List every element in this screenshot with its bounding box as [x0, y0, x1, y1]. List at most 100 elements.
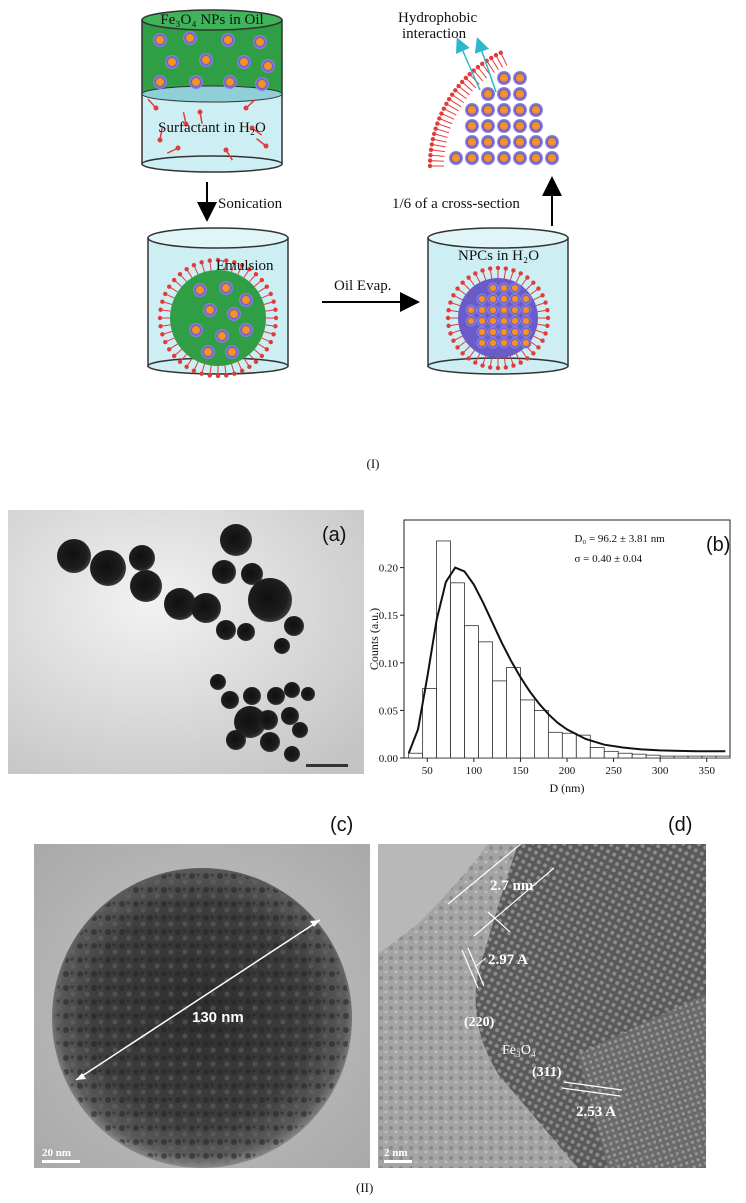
- y-tick-label: 0.10: [379, 658, 399, 670]
- cluster-nanoparticle: [497, 87, 511, 101]
- d220-spacing-label: 2.97 A: [488, 952, 528, 968]
- cluster-nanoparticle: [529, 151, 543, 165]
- nanoparticle: [189, 323, 203, 337]
- cluster-nanoparticle: [513, 103, 527, 117]
- cluster-nanoparticle: [497, 135, 511, 149]
- surfactant-head: [247, 267, 252, 272]
- panel-c-label: (c): [330, 814, 354, 836]
- diameter-label: 130 nm: [192, 1009, 244, 1026]
- y-tick-label: 0.15: [379, 610, 399, 622]
- surfactant-head: [160, 332, 165, 337]
- cluster-nanoparticle: [465, 103, 479, 117]
- nanoparticle: [498, 304, 510, 316]
- surfactant-head: [439, 111, 444, 116]
- surfactant-tail: [430, 149, 445, 153]
- x-axis-label: D (nm): [550, 781, 585, 795]
- surfactant-tail: [439, 118, 453, 125]
- sonication-label: Sonication: [218, 196, 283, 212]
- fit-annotation: σ = 0.40 ± 0.04: [574, 553, 642, 565]
- nanocluster: [284, 616, 304, 636]
- histogram-bar: [450, 582, 465, 759]
- histogram-bar: [436, 540, 451, 759]
- nanoparticle: [509, 337, 521, 349]
- surfactant-head: [480, 61, 485, 67]
- surfactant-head: [273, 307, 278, 312]
- histogram-bar: [687, 755, 703, 759]
- surfactant-head: [263, 143, 269, 149]
- surfactant-head: [467, 71, 472, 77]
- surfactant-head: [543, 331, 548, 336]
- surfactant-head: [460, 280, 465, 285]
- surfactant-head: [473, 271, 478, 276]
- nanoparticle: [183, 31, 197, 45]
- cluster-nanoparticle: [497, 151, 511, 165]
- surfactant-head: [157, 137, 163, 143]
- y-tick-label: 0.00: [379, 753, 399, 765]
- nanoparticle: [520, 304, 532, 316]
- cluster-nanoparticle: [481, 103, 495, 117]
- surfactant-head: [428, 147, 434, 153]
- surfactant-tail: [454, 89, 467, 100]
- nanoparticle: [239, 293, 253, 307]
- nanocluster: [164, 588, 196, 620]
- surfactant-head: [253, 359, 259, 365]
- surfactant-head: [444, 101, 449, 107]
- nanoparticle: [476, 304, 488, 316]
- nanoparticle: [203, 303, 217, 317]
- nanocluster: [130, 570, 162, 602]
- y-tick-label: 0.20: [379, 563, 399, 575]
- surfactant-head: [158, 324, 163, 329]
- surfactant-tail: [431, 143, 446, 148]
- nanocluster: [258, 710, 278, 730]
- beaker-emulsion: Emulsion: [147, 227, 289, 379]
- nanoparticle: [520, 293, 532, 305]
- cluster-nanoparticle: [465, 151, 479, 165]
- hydrophobic-label: Hydrophobic: [398, 10, 477, 26]
- hrtem-image-d: 2.7 nm 2.97 A (220) Fe₃O₄ (311) 2.53 A 2…: [378, 844, 706, 1168]
- surfactant-tail: [441, 113, 455, 120]
- surfactant-head: [435, 121, 440, 126]
- surfactant-head: [264, 347, 269, 352]
- surfactant-head: [191, 263, 197, 268]
- cluster-nanoparticle: [529, 135, 543, 149]
- nanoparticle: [487, 315, 499, 327]
- surfactant-head: [480, 363, 485, 368]
- nanoparticle: [498, 315, 510, 327]
- histogram-bar: [547, 731, 563, 759]
- surfactant-head: [158, 307, 163, 312]
- nanoparticle: [487, 293, 499, 305]
- surfactant-head: [197, 109, 203, 115]
- nanoparticle: [509, 282, 521, 294]
- nanoparticle: [520, 337, 532, 349]
- surfactant-tail: [432, 138, 447, 143]
- surfactant-head: [503, 266, 509, 271]
- nanoparticle: [239, 323, 253, 337]
- nanoparticle: [498, 282, 510, 294]
- surfactant-head: [518, 360, 523, 365]
- cluster-nanoparticle: [545, 135, 559, 149]
- surfactant-head: [199, 260, 204, 265]
- surfactant-head: [163, 339, 168, 345]
- surfactant-head: [427, 158, 433, 163]
- oil-evap-label: Oil Evap.: [334, 278, 392, 294]
- beaker-oil-water: Fe₃O₄ NPs in Oil Surfactant in H₂O: [141, 9, 283, 173]
- surfactant-head: [223, 147, 229, 153]
- hydrophobic-arrow-2: [474, 37, 497, 93]
- cluster-nanoparticle: [497, 103, 511, 117]
- surfactant-head: [473, 360, 478, 365]
- histogram-bar: [478, 641, 493, 759]
- cluster-nanoparticle: [529, 119, 543, 133]
- cluster-nanoparticle: [497, 71, 511, 85]
- x-tick-label: 200: [559, 765, 576, 777]
- surfactant-head: [253, 271, 259, 277]
- surfactant-head: [249, 125, 255, 131]
- plane-220-label: (220): [464, 1015, 495, 1030]
- nanocluster: [90, 550, 126, 586]
- nanoparticle: [201, 345, 215, 359]
- surfactant-head: [183, 121, 189, 127]
- surfactant-tail: [448, 98, 462, 108]
- cluster-nanoparticle: [513, 71, 527, 85]
- surfactant-head: [543, 300, 548, 305]
- panel-a-label: (a): [322, 524, 347, 546]
- nanoparticle: [487, 304, 499, 316]
